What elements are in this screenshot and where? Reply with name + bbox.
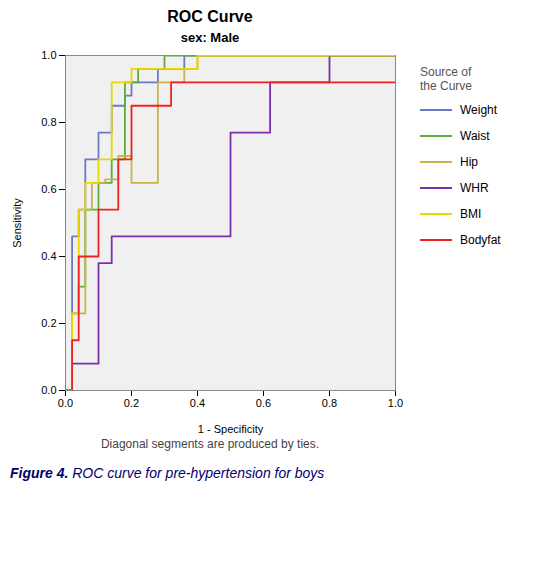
svg-text:0.6: 0.6 <box>41 183 56 195</box>
html-text:BMI: BMI <box>460 207 482 221</box>
svg-text:0.8: 0.8 <box>322 397 337 409</box>
svg-text:Sensitivity: Sensitivity <box>11 198 23 248</box>
svg-text:0.0: 0.0 <box>41 384 56 396</box>
svg-text:0.4: 0.4 <box>190 397 205 409</box>
html-text:Waist: Waist <box>460 129 490 143</box>
svg-text:0.2: 0.2 <box>124 397 139 409</box>
svg-text:0.4: 0.4 <box>41 250 56 262</box>
html-text:Diagonal segments are produced: Diagonal segments are produced by ties. <box>100 437 320 451</box>
html-text:Hip: Hip <box>460 155 478 169</box>
html-text:Figure 4. ROC curve for pre-hy: Figure 4. ROC curve for pre-hypertension… <box>10 465 325 481</box>
html-text:WHR: WHR <box>460 181 489 195</box>
html-text:Source of the Curve: Source of the Curve <box>420 65 472 93</box>
html-text:sex: Male: sex: Male <box>180 30 240 45</box>
svg-text:0.2: 0.2 <box>41 317 56 329</box>
html-text:Weight: Weight <box>460 103 498 117</box>
svg-text:0.0: 0.0 <box>58 397 73 409</box>
html-text:ROC Curve: ROC Curve <box>167 8 253 25</box>
svg-text:1.0: 1.0 <box>388 397 403 409</box>
svg-text:1 - Specificity: 1 - Specificity <box>198 423 264 435</box>
svg-text:0.8: 0.8 <box>41 116 56 128</box>
svg-text:0.6: 0.6 <box>256 397 271 409</box>
html-text:Bodyfat: Bodyfat <box>460 233 501 247</box>
svg-text:1.0: 1.0 <box>41 49 56 61</box>
